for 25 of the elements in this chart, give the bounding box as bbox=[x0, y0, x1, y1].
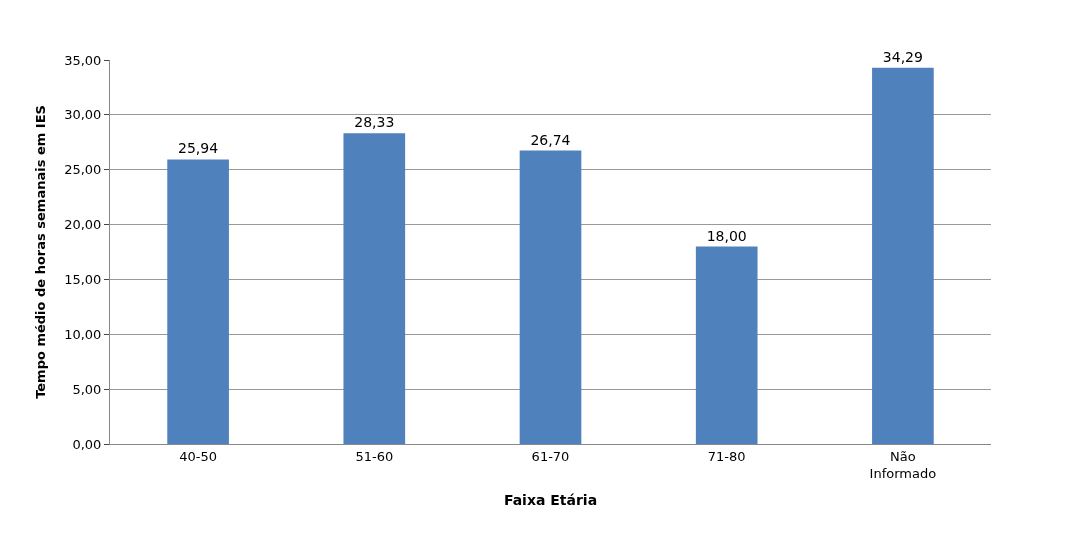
x-tick-label: 61-70 bbox=[531, 448, 570, 464]
x-tick-label: 51-60 bbox=[355, 448, 394, 464]
x-tick-label: 71-80 bbox=[707, 448, 746, 464]
bar bbox=[343, 133, 406, 444]
y-tick-label: 15,00 bbox=[64, 271, 102, 287]
bar bbox=[695, 246, 758, 444]
y-tick-label: 10,00 bbox=[64, 326, 102, 342]
y-tick-label: 20,00 bbox=[64, 217, 102, 233]
x-axis-title: Faixa Etária bbox=[503, 491, 598, 508]
data-label: 34,29 bbox=[882, 48, 923, 65]
y-axis-title: Tempo médio de horas semanais em IES bbox=[33, 105, 49, 399]
data-label: 18,00 bbox=[706, 227, 747, 244]
x-tick-label: 40-50 bbox=[179, 448, 217, 464]
bar bbox=[872, 67, 934, 444]
bar bbox=[167, 159, 229, 444]
y-tick-label: 35,00 bbox=[64, 52, 102, 68]
y-tick-label: 5,00 bbox=[72, 381, 102, 397]
x-tick-label: Não Informado bbox=[869, 448, 937, 481]
y-tick-label: 0,00 bbox=[72, 436, 102, 452]
data-label: 25,94 bbox=[178, 140, 219, 157]
y-tick-label: 25,00 bbox=[64, 162, 102, 178]
data-label: 28,33 bbox=[354, 114, 395, 131]
data-label: 26,74 bbox=[530, 131, 571, 148]
bar bbox=[519, 150, 582, 444]
y-tick-label: 30,00 bbox=[64, 107, 102, 123]
